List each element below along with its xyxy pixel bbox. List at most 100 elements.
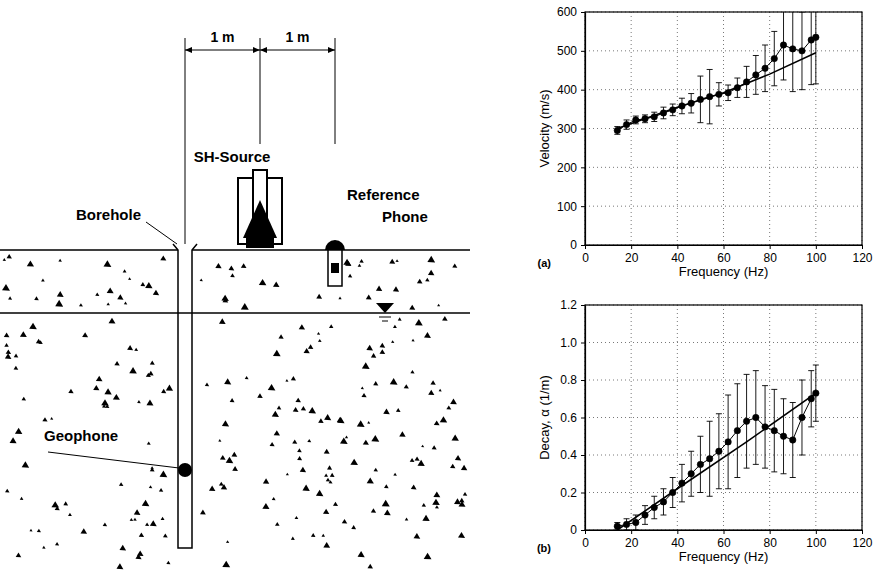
data-point: [688, 471, 694, 477]
y-grid-line: [585, 417, 862, 418]
x-tick: 20: [625, 530, 639, 550]
x-tick: 100: [806, 530, 826, 550]
soil-speckle: [357, 420, 365, 427]
x-tick-label: 100: [806, 251, 826, 265]
soil-speckle: [318, 418, 324, 423]
soil-speckle: [82, 332, 88, 337]
soil-speckle: [22, 461, 29, 467]
grid: [585, 305, 862, 530]
fit-line: [617, 393, 816, 530]
data-line: [617, 37, 816, 130]
y-tick: 600: [557, 5, 585, 19]
soil-speckle: [432, 499, 440, 505]
error-bar-cap: [781, 473, 787, 474]
error-bar: [725, 395, 731, 489]
soil-speckle: [14, 366, 19, 370]
y-axis-line: [585, 13, 586, 246]
soil-speckle: [433, 491, 440, 497]
error-bar-cap: [781, 79, 787, 80]
error-bar-cap: [725, 488, 731, 489]
soil-speckle: [417, 279, 423, 284]
error-bar-cap: [697, 492, 703, 493]
soil-speckle: [442, 316, 448, 321]
soil-speckle: [42, 546, 45, 549]
borehole: [173, 244, 197, 548]
error-bar-cap: [688, 496, 694, 497]
soil-speckle: [42, 417, 47, 421]
error-bar-cap: [734, 78, 740, 79]
soil-speckle: [41, 278, 45, 281]
dimension-label: 1 m: [210, 29, 234, 45]
soil-speckle: [358, 264, 362, 267]
data-point: [706, 456, 712, 462]
soil-speckle: [395, 259, 398, 262]
soil-speckle: [230, 398, 235, 402]
soil-speckle: [2, 284, 10, 291]
error-bar-cap: [651, 518, 657, 519]
y-tick-mark: [581, 418, 585, 419]
soil-speckle: [410, 458, 415, 462]
soil-speckle: [159, 488, 163, 492]
error-bar-cap: [707, 123, 713, 124]
soil-speckle: [297, 448, 302, 452]
data-point: [790, 437, 796, 443]
error-bar-cap: [753, 55, 759, 56]
soil-speckle: [113, 394, 120, 400]
soil-speckle: [150, 466, 153, 469]
soil-speckle: [430, 380, 435, 385]
soil-speckle: [124, 302, 127, 305]
soil-speckle: [300, 467, 306, 472]
soil-speckle: [424, 553, 432, 560]
error-bar-cap: [762, 45, 768, 46]
soil-speckle: [220, 455, 226, 460]
error-bar-cap: [651, 496, 657, 497]
x-tick: 40: [671, 530, 685, 550]
error-bar-cap: [808, 426, 814, 427]
error-bar-cap: [716, 105, 722, 106]
soil-speckle: [427, 256, 435, 263]
soil-speckle: [309, 407, 317, 413]
soil-speckle: [439, 389, 442, 392]
soil-speckle: [55, 542, 59, 546]
soil-speckle: [415, 319, 423, 326]
data-point: [753, 72, 759, 78]
error-bar-cap: [799, 455, 805, 456]
y-tick-label: 500: [557, 44, 577, 58]
dimension-arrow: [328, 47, 335, 53]
soil-speckle: [350, 459, 358, 465]
error-bar-cap: [707, 69, 713, 70]
water-table-symbol: [376, 303, 394, 313]
error-bar-cap: [744, 468, 750, 469]
error-bar-cap: [781, 398, 787, 399]
y-tick-label: 0.8: [560, 373, 577, 387]
soil-speckle: [277, 406, 282, 410]
y-tick-mark: [581, 343, 585, 344]
x-tick-mark: [770, 245, 771, 249]
soil-speckle: [308, 344, 313, 349]
error-bar-cap: [725, 100, 731, 101]
soil-speckle: [222, 561, 230, 568]
plot-frame: [585, 305, 862, 530]
soil-speckle: [103, 522, 107, 526]
error-bar-cap: [670, 477, 676, 478]
y-tick-label: 1.2: [560, 298, 577, 312]
x-tick: 80: [763, 530, 777, 550]
x-tick-mark: [677, 245, 678, 249]
soil-speckle: [127, 345, 133, 350]
soil-speckle: [384, 509, 391, 515]
x-axis-title: Frequency (Hz): [679, 549, 769, 564]
error-bar-cap: [660, 515, 666, 516]
error-bar-cap: [734, 383, 740, 384]
x-grid-line: [631, 12, 632, 245]
y-axis-title: Velocity (m/s): [537, 89, 552, 167]
soil-speckle: [161, 517, 165, 520]
soil-speckle: [323, 509, 329, 514]
soil-speckle: [285, 379, 288, 382]
soil-speckle: [338, 297, 341, 300]
y-grid-line: [585, 455, 862, 456]
soil-speckle: [295, 516, 299, 519]
error-bar-cap: [771, 471, 777, 472]
phone-casing: [328, 250, 342, 286]
soil-speckle: [337, 417, 344, 423]
soil-speckle: [411, 485, 417, 490]
